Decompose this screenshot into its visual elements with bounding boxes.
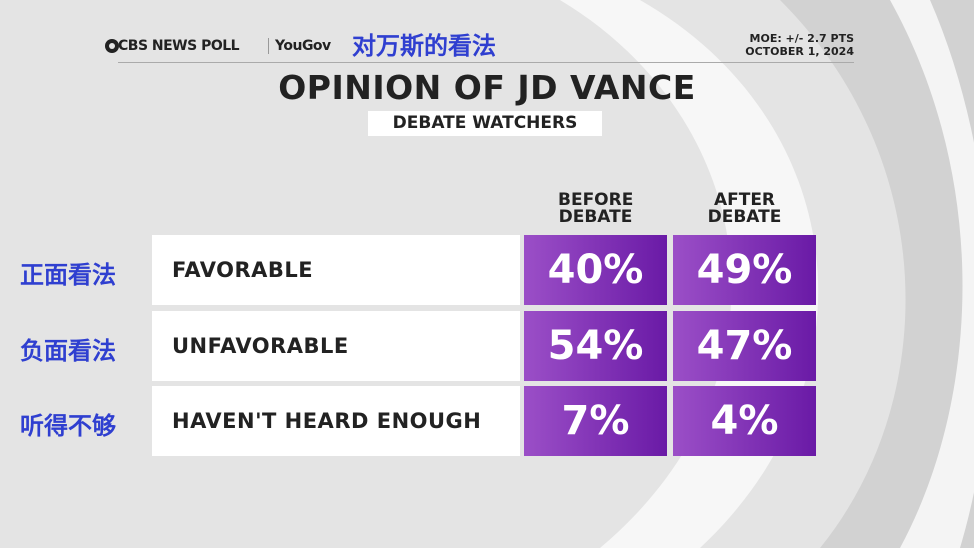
before-value: 54% (524, 311, 667, 381)
date: OCTOBER 1, 2024 (745, 45, 854, 58)
moe-block: MOE: +/- 2.7 PTS OCTOBER 1, 2024 (745, 32, 854, 58)
before-value: 40% (524, 235, 667, 305)
after-value: 49% (673, 235, 816, 305)
divider (118, 62, 854, 63)
before-value: 7% (524, 386, 667, 456)
row-annotation: 正面看法 (20, 261, 116, 289)
row-annotation: 负面看法 (20, 337, 116, 365)
title: OPINION OF JD VANCE (278, 68, 696, 107)
brand: CBS NEWS POLL (118, 38, 240, 54)
column-header: AFTER DEBATE (707, 190, 782, 227)
annotation: 对万斯的看法 (352, 32, 496, 60)
partner: YouGov (268, 38, 331, 54)
row-label: HAVEN'T HEARD ENOUGH (152, 386, 520, 456)
row-label: UNFAVORABLE (152, 311, 520, 381)
after-value: 47% (673, 311, 816, 381)
column-header: BEFORE DEBATE (558, 190, 634, 227)
swoosh (780, 0, 974, 548)
swoosh (890, 0, 974, 548)
cbs-eye (109, 43, 115, 49)
after-value: 4% (673, 386, 816, 456)
moe: MOE: +/- 2.7 PTS (749, 32, 854, 45)
row-label: FAVORABLE (152, 235, 520, 305)
row-annotation: 听得不够 (20, 412, 116, 440)
subtitle: DEBATE WATCHERS (368, 111, 602, 136)
